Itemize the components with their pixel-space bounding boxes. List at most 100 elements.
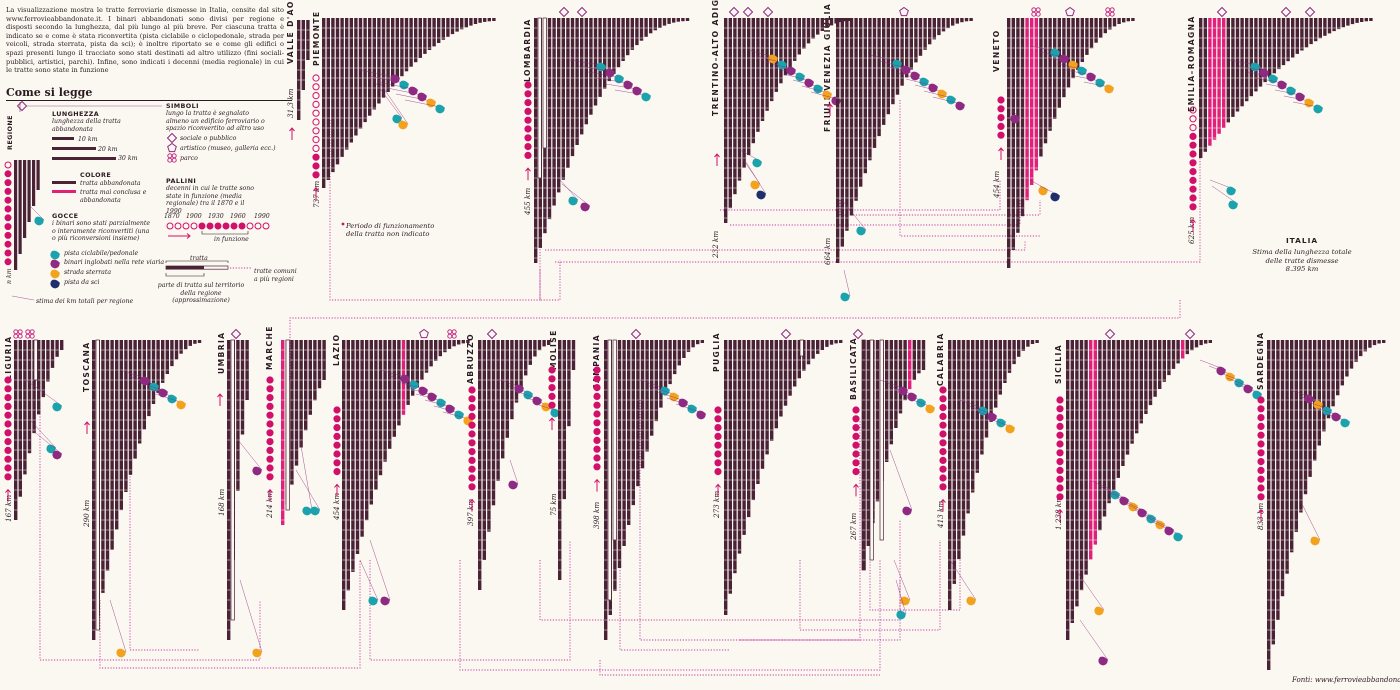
flower-petal (1035, 7, 1041, 13)
tratta-bar (862, 340, 866, 570)
riconversione-drop (966, 596, 976, 606)
tratta-bar (1107, 340, 1111, 504)
decade-dot (266, 464, 274, 472)
tratta-bar (793, 18, 797, 61)
legend-decade-dot (182, 222, 190, 230)
time-arrow-head (313, 186, 319, 191)
tratta-bar (299, 340, 303, 448)
tratta-bar (561, 18, 565, 180)
tratta-bar (41, 340, 45, 398)
flower-icon (25, 329, 35, 339)
tratta-bar (170, 340, 174, 367)
tratta-bar (165, 340, 169, 374)
tratta-bar (1117, 18, 1121, 24)
tratta-bar (374, 340, 378, 490)
tratta-bar (1322, 340, 1326, 432)
tratta-bar (788, 340, 792, 396)
tratta-bar (630, 18, 634, 50)
tratta-bar (1093, 340, 1097, 545)
tratta-bar (377, 18, 381, 104)
riconversione-drop (1098, 656, 1108, 666)
legend-tratta-parte: parte di tratta sul territorio della reg… (157, 282, 245, 305)
tratta-bar (1048, 18, 1052, 131)
tratta-bar (616, 18, 621, 68)
tratta-bar (404, 18, 409, 72)
decade-dot (852, 424, 860, 432)
tratta-bar (1280, 340, 1285, 597)
tratta-bar (304, 340, 308, 431)
tratta-bar (55, 340, 59, 357)
tratta-bar (1089, 340, 1093, 560)
tratta-bar (580, 18, 584, 135)
tratta-bar (46, 340, 50, 382)
diamond-icon (728, 6, 740, 18)
tratta-bar (1016, 18, 1020, 233)
tratta-bar (1226, 18, 1230, 123)
tratta-bar (1070, 340, 1074, 623)
legend-goccia-ciclabile: pista ciclabile/pedonale (64, 250, 139, 257)
tratta-bar (406, 340, 410, 405)
riconversione-drop (1068, 60, 1078, 70)
tratta-bar (1281, 18, 1286, 66)
tratta-bar (756, 340, 760, 484)
legend-scale-20: 20 km (98, 146, 118, 153)
flower-petal (29, 333, 35, 339)
tratta-bar (626, 18, 630, 56)
tratta-bar (765, 340, 769, 455)
riconversione-drop (390, 74, 400, 84)
tratta-bar (1354, 340, 1358, 362)
tratta-bar (886, 18, 890, 115)
flower-petal (171, 157, 177, 163)
riconversione-drop (508, 480, 518, 490)
scale-bar-30 (52, 157, 116, 160)
decade-dot (1189, 176, 1197, 184)
tratta-bar (1139, 340, 1143, 424)
decade-dot (548, 366, 556, 374)
tratta-bar (570, 18, 575, 157)
decade-dot (1257, 484, 1265, 492)
riconversione-drop (1286, 86, 1296, 96)
decade-dot (1257, 414, 1265, 422)
decade-dot (939, 404, 947, 412)
tratta-bar (584, 18, 588, 125)
decade-dot (1056, 458, 1064, 466)
tratta-bar (1327, 18, 1332, 34)
decade-dot (593, 384, 601, 392)
time-arrow-head (714, 153, 720, 158)
tratta-bar (820, 340, 824, 350)
decade-dot (1056, 475, 1064, 483)
tratta-bar (1235, 18, 1240, 112)
decade-dot (593, 401, 601, 409)
tratta-bar (998, 340, 1002, 395)
tratta-bar (1359, 340, 1363, 357)
tratta-bar (1102, 340, 1107, 517)
tratta-bar (1167, 340, 1171, 376)
tratta-bar (434, 340, 438, 361)
tratta-bar (355, 340, 360, 554)
tratta-bar (908, 340, 912, 390)
riconversione-drop (1110, 490, 1120, 500)
tratta-bar (1126, 18, 1130, 22)
tratta-bar (770, 340, 774, 441)
flower-petal (451, 329, 457, 335)
flower-petal (167, 153, 173, 159)
tratta-bar (1350, 18, 1355, 25)
drop-leader (895, 579, 907, 615)
tratta-bar (1034, 18, 1038, 171)
legend-year-1960: 1960 (230, 213, 246, 220)
diamond-icon (16, 100, 28, 112)
tratta-bar (1011, 18, 1015, 250)
decade-dot (548, 384, 556, 392)
riconversione-drop (392, 114, 402, 124)
tratta-bar (491, 340, 496, 506)
decade-dot (1189, 150, 1197, 158)
riconversione-drop (902, 506, 912, 516)
sources-credit: Fonti: www.ferrovieabbandonate.it (1292, 676, 1400, 684)
legend-decade-dot (166, 222, 174, 230)
pentagon-icon (899, 6, 909, 17)
tratta-bar (1326, 340, 1331, 419)
italia-desc: Stima della lunghezza totale delle tratt… (1246, 248, 1358, 274)
tratta-bar (667, 18, 671, 24)
tratta-comune-route (39, 380, 261, 661)
riconversione-drop (568, 196, 578, 206)
